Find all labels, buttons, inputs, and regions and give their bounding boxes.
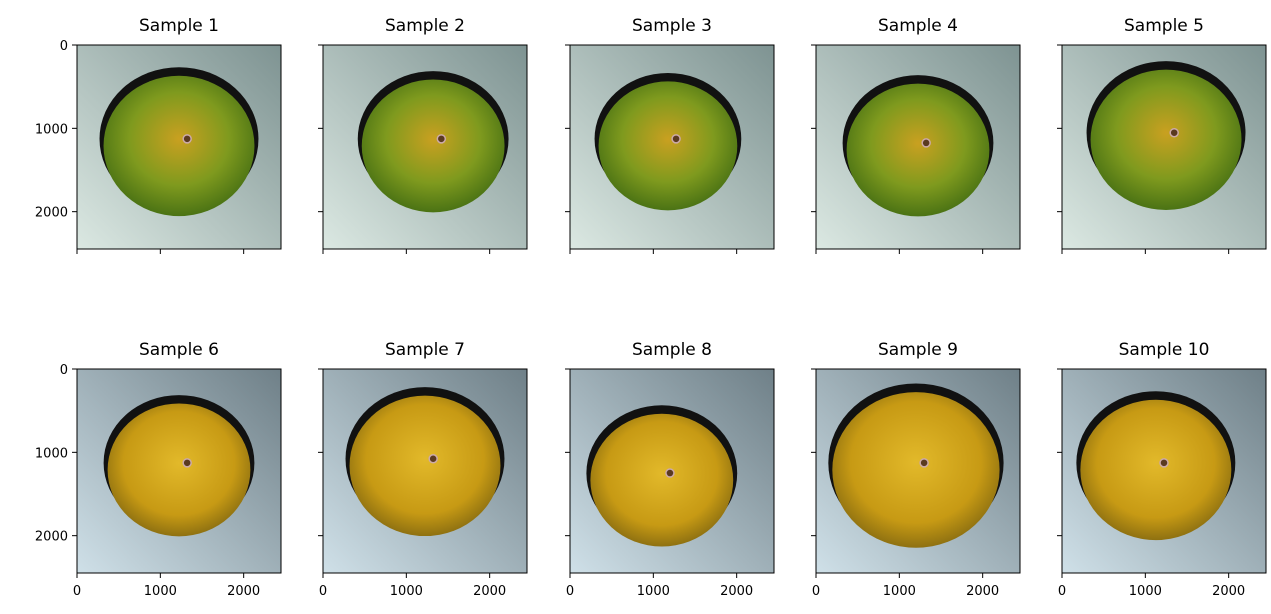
axes-frame: [1061, 44, 1267, 250]
axes-frame: [76, 368, 282, 574]
fruit: [832, 392, 1000, 548]
fruit: [846, 83, 990, 217]
panel-title: Sample 8: [632, 340, 712, 360]
panel-title: Sample 5: [1124, 16, 1204, 36]
axes-frame: [569, 368, 775, 574]
axes-frame: [1061, 368, 1267, 574]
image: [323, 369, 527, 573]
x-tick-label: 2000: [720, 584, 753, 599]
image: [77, 45, 281, 249]
x-tick-label: 2000: [1212, 584, 1245, 599]
fruit: [103, 75, 255, 217]
fruit-stem: [182, 458, 192, 468]
fruit: [349, 395, 501, 537]
panel-title: Sample 9: [878, 340, 958, 360]
x-tick-label: 1000: [1129, 584, 1162, 599]
y-tick-label: 2000: [35, 206, 68, 221]
panel-title: Sample 6: [139, 340, 219, 360]
x-tick-label: 1000: [144, 584, 177, 599]
x-tick-label: 2000: [966, 584, 999, 599]
image: [816, 369, 1020, 573]
fruit: [598, 81, 738, 211]
fruit: [590, 413, 734, 547]
x-tick-label: 1000: [883, 584, 916, 599]
fruit: [1090, 69, 1242, 210]
x-tick-label: 0: [319, 584, 327, 599]
image: [570, 369, 774, 573]
panel-title: Sample 10: [1119, 340, 1210, 360]
y-tick-label: 2000: [35, 530, 68, 545]
fruit-stem: [671, 134, 681, 144]
y-tick-label: 0: [60, 39, 68, 54]
x-tick-label: 0: [812, 584, 820, 599]
x-tick-label: 0: [1058, 584, 1066, 599]
axes-frame: [815, 368, 1021, 574]
x-tick-label: 1000: [390, 584, 423, 599]
axes-frame: [815, 44, 1021, 250]
fruit: [1080, 399, 1232, 541]
fruit-stem: [182, 134, 192, 144]
fruit-stem: [919, 458, 929, 468]
x-tick-label: 1000: [637, 584, 670, 599]
y-tick-label: 1000: [35, 446, 68, 461]
image: [323, 45, 527, 249]
image: [570, 45, 774, 249]
panel-title: Sample 7: [385, 340, 465, 360]
image: [1062, 369, 1266, 573]
panel-title: Sample 4: [878, 16, 958, 36]
fruit-stem: [921, 138, 931, 148]
panel-title: Sample 2: [385, 16, 465, 36]
x-tick-label: 0: [566, 584, 574, 599]
y-tick-label: 1000: [35, 122, 68, 137]
x-tick-label: 2000: [473, 584, 506, 599]
x-tick-label: 0: [73, 584, 81, 599]
y-tick-label: 0: [60, 363, 68, 378]
panel-title: Sample 3: [632, 16, 712, 36]
image: [77, 369, 281, 573]
axes-frame: [76, 44, 282, 250]
fruit-stem: [1169, 127, 1179, 138]
fruit-stem: [428, 454, 438, 464]
axes-frame: [322, 44, 528, 250]
image: [816, 45, 1020, 249]
fruit-stem: [1159, 458, 1169, 468]
axes-frame: [322, 368, 528, 574]
fruit-stem: [665, 468, 675, 478]
axes-frame: [569, 44, 775, 250]
fruit: [361, 79, 505, 213]
fruit: [107, 403, 251, 537]
panel-title: Sample 1: [139, 16, 219, 36]
image: [1062, 45, 1266, 249]
x-tick-label: 2000: [227, 584, 260, 599]
fruit-stem: [436, 134, 447, 144]
